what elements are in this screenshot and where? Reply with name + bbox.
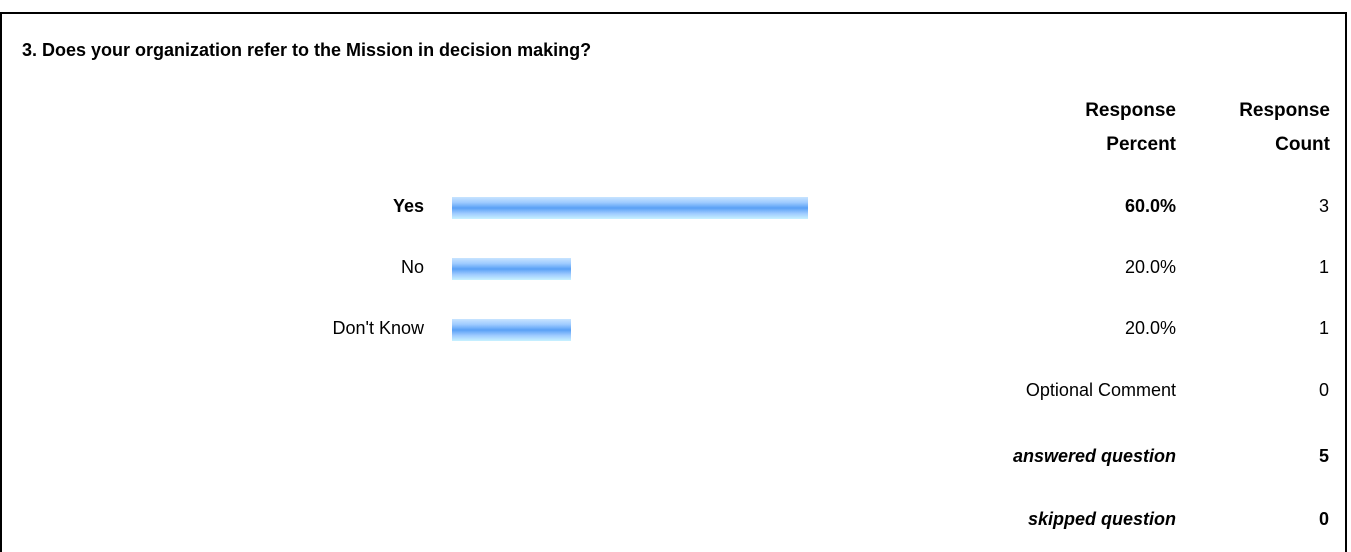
- response-bar: [452, 258, 571, 280]
- response-count-header-line1: Response: [1239, 100, 1330, 121]
- optional-comment-count: 0: [1318, 380, 1329, 400]
- category-label: No: [400, 257, 424, 277]
- response-percent-header-line2: Percent: [1106, 134, 1176, 155]
- response-count-value: 1: [1318, 318, 1329, 338]
- response-bar: [452, 197, 808, 219]
- category-label: Yes: [392, 196, 424, 216]
- response-count-value: 1: [1318, 257, 1329, 277]
- response-bar: [452, 319, 571, 341]
- response-count-header: Response Count: [1200, 94, 1330, 162]
- answered-question-label: answered question: [1012, 446, 1176, 466]
- category-label: Don't Know: [332, 318, 425, 338]
- answered-question-count: 5: [1318, 446, 1329, 466]
- skipped-question-label: skipped question: [1027, 509, 1176, 529]
- response-count-header-line2: Count: [1275, 134, 1330, 155]
- optional-comment-label: Optional Comment: [1025, 380, 1176, 400]
- question-panel: [0, 12, 1347, 552]
- response-percent-header: Response Percent: [1036, 94, 1176, 162]
- question-title: 3. Does your organization refer to the M…: [22, 40, 592, 60]
- response-percent-header-line1: Response: [1085, 100, 1176, 121]
- skipped-question-count: 0: [1318, 509, 1329, 529]
- response-count-value: 3: [1318, 196, 1329, 216]
- response-percent-value: 20.0%: [1124, 257, 1176, 277]
- response-percent-value: 60.0%: [1124, 196, 1176, 216]
- response-percent-value: 20.0%: [1124, 318, 1176, 338]
